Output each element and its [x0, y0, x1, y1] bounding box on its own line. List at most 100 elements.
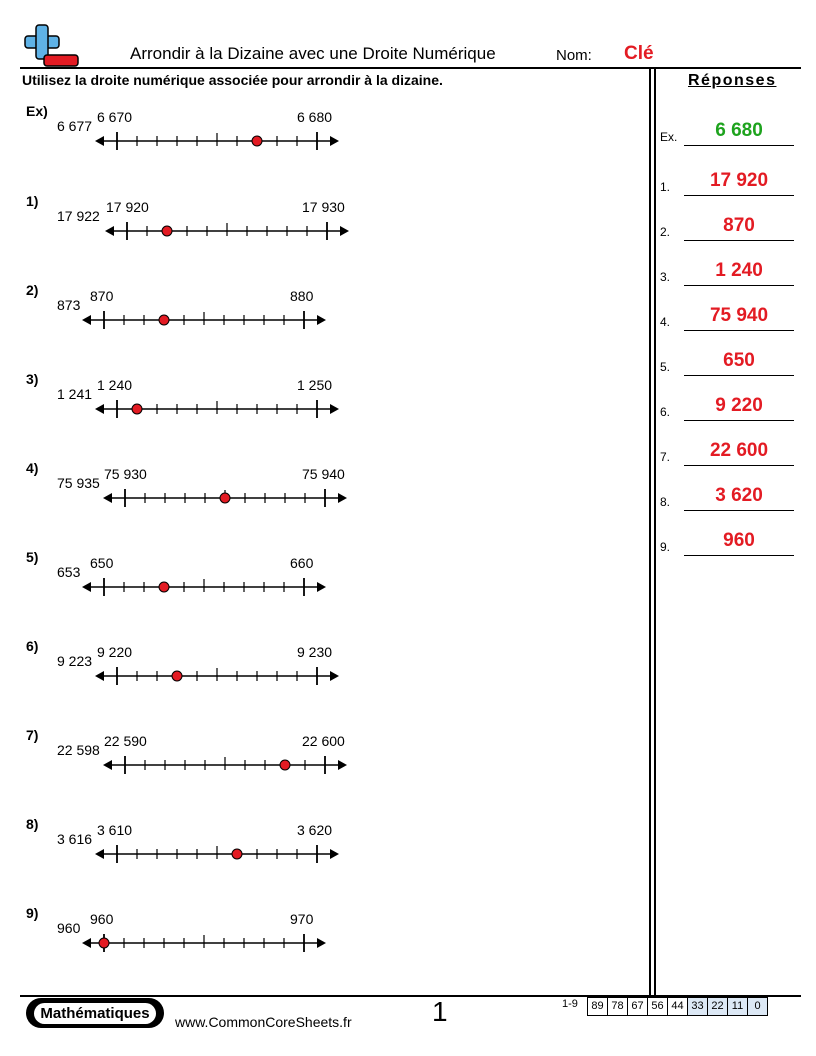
problem-number: 1): [26, 193, 39, 209]
number-line: [95, 845, 339, 863]
answer-line: [684, 145, 794, 146]
right-endpoint-label: 6 680: [297, 109, 333, 125]
number-line: [105, 222, 349, 240]
answer-label: 5.: [660, 360, 671, 374]
answer-label: 7.: [660, 450, 671, 464]
score-cell: 56: [647, 997, 668, 1016]
answer-value: 9 220: [715, 395, 763, 416]
score-cell: 0: [747, 997, 768, 1016]
right-endpoint-label: 880: [290, 288, 314, 304]
left-arrow-icon: [95, 671, 104, 681]
answer-value: 870: [723, 215, 755, 236]
score-cell: 67: [627, 997, 648, 1016]
answer-line: [684, 420, 794, 421]
answer-value: 650: [723, 350, 755, 371]
answer-column-divider: [654, 68, 656, 997]
answer-row: 3. 1 240: [660, 246, 794, 286]
problem-row: 7) 22 598 22 590 22 600: [0, 727, 650, 807]
problem-row: 3) 1 241 1 240 1 250: [0, 371, 650, 451]
plotted-point: [279, 759, 291, 771]
answer-value: 1 240: [715, 260, 763, 281]
worksheet-title: Arrondir à la Dizaine avec une Droite Nu…: [130, 44, 496, 63]
right-endpoint-label: 75 940: [302, 466, 345, 482]
number-to-round: 22 598: [57, 742, 100, 758]
right-arrow-icon: [338, 493, 347, 503]
answer-row: 1. 17 920: [660, 156, 794, 196]
number-to-round: 9 223: [57, 653, 93, 669]
right-arrow-icon: [330, 671, 339, 681]
plotted-point: [158, 581, 170, 593]
plotted-point: [158, 314, 170, 326]
answer-row: 4. 75 940: [660, 291, 794, 331]
right-endpoint-label: 3 620: [297, 822, 333, 838]
plotted-point: [98, 937, 110, 949]
number-line: [103, 489, 347, 507]
left-endpoint-label: 1 240: [97, 377, 133, 393]
answer-row: 6. 9 220: [660, 381, 794, 421]
score-cell: 78: [607, 997, 628, 1016]
answer-label: 6.: [660, 405, 671, 419]
answer-line: [684, 240, 794, 241]
number-line: [82, 578, 326, 596]
left-endpoint-label: 75 930: [104, 466, 147, 482]
plotted-point: [171, 670, 183, 682]
left-endpoint-label: 22 590: [104, 733, 147, 749]
problem-row: 1) 17 922 17 920 17 930: [0, 193, 650, 273]
left-arrow-icon: [95, 136, 104, 146]
header-divider: [20, 67, 801, 69]
subject-label: Mathématiques: [34, 1002, 156, 1024]
answer-line: [684, 195, 794, 196]
plotted-point: [231, 848, 243, 860]
left-endpoint-label: 870: [90, 288, 114, 304]
number-to-round: 6 677: [57, 118, 93, 134]
answer-label: 9.: [660, 540, 671, 554]
problem-row: 8) 3 616 3 610 3 620: [0, 816, 650, 896]
answer-label: 4.: [660, 315, 671, 329]
number-line: [95, 132, 339, 150]
website-link[interactable]: www.CommonCoreSheets.fr: [175, 1014, 352, 1030]
number-to-round: 653: [57, 564, 81, 580]
number-line: [82, 311, 326, 329]
name-value: Clé: [624, 43, 654, 64]
answer-row: 5. 650: [660, 336, 794, 376]
left-endpoint-label: 960: [90, 911, 114, 927]
right-endpoint-label: 1 250: [297, 377, 333, 393]
score-range-label: 1-9: [562, 998, 578, 1010]
problem-number: 4): [26, 460, 39, 476]
page-number: 1: [432, 996, 448, 1027]
left-endpoint-label: 3 610: [97, 822, 133, 838]
right-arrow-icon: [340, 226, 349, 236]
problem-number: 8): [26, 816, 39, 832]
right-arrow-icon: [317, 315, 326, 325]
left-endpoint-label: 650: [90, 555, 114, 571]
answer-line: [684, 330, 794, 331]
right-endpoint-label: 17 930: [302, 199, 345, 215]
problem-number: Ex): [26, 103, 48, 119]
answer-row: 8. 3 620: [660, 471, 794, 511]
plotted-point: [131, 403, 143, 415]
problem-number: 3): [26, 371, 39, 387]
right-arrow-icon: [317, 582, 326, 592]
left-arrow-icon: [95, 404, 104, 414]
answer-value: 22 600: [709, 440, 769, 461]
left-arrow-icon: [95, 849, 104, 859]
answer-value: 960: [723, 530, 755, 551]
left-arrow-icon: [82, 938, 91, 948]
number-line: [103, 756, 347, 774]
right-endpoint-label: 22 600: [302, 733, 345, 749]
number-to-round: 960: [57, 920, 81, 936]
problem-row: Ex) 6 677 6 670 6 680: [0, 103, 650, 183]
problem-row: 5) 653 650 660: [0, 549, 650, 629]
problem-number: 9): [26, 905, 39, 921]
plotted-point: [161, 225, 173, 237]
answer-value: 3 620: [715, 485, 763, 506]
problem-number: 7): [26, 727, 39, 743]
left-endpoint-label: 9 220: [97, 644, 133, 660]
right-arrow-icon: [330, 136, 339, 146]
score-cell: 33: [687, 997, 708, 1016]
plotted-point: [219, 492, 231, 504]
answer-label: 3.: [660, 270, 671, 284]
answer-line: [684, 510, 794, 511]
answer-value: 6 680: [715, 120, 763, 141]
right-arrow-icon: [330, 404, 339, 414]
